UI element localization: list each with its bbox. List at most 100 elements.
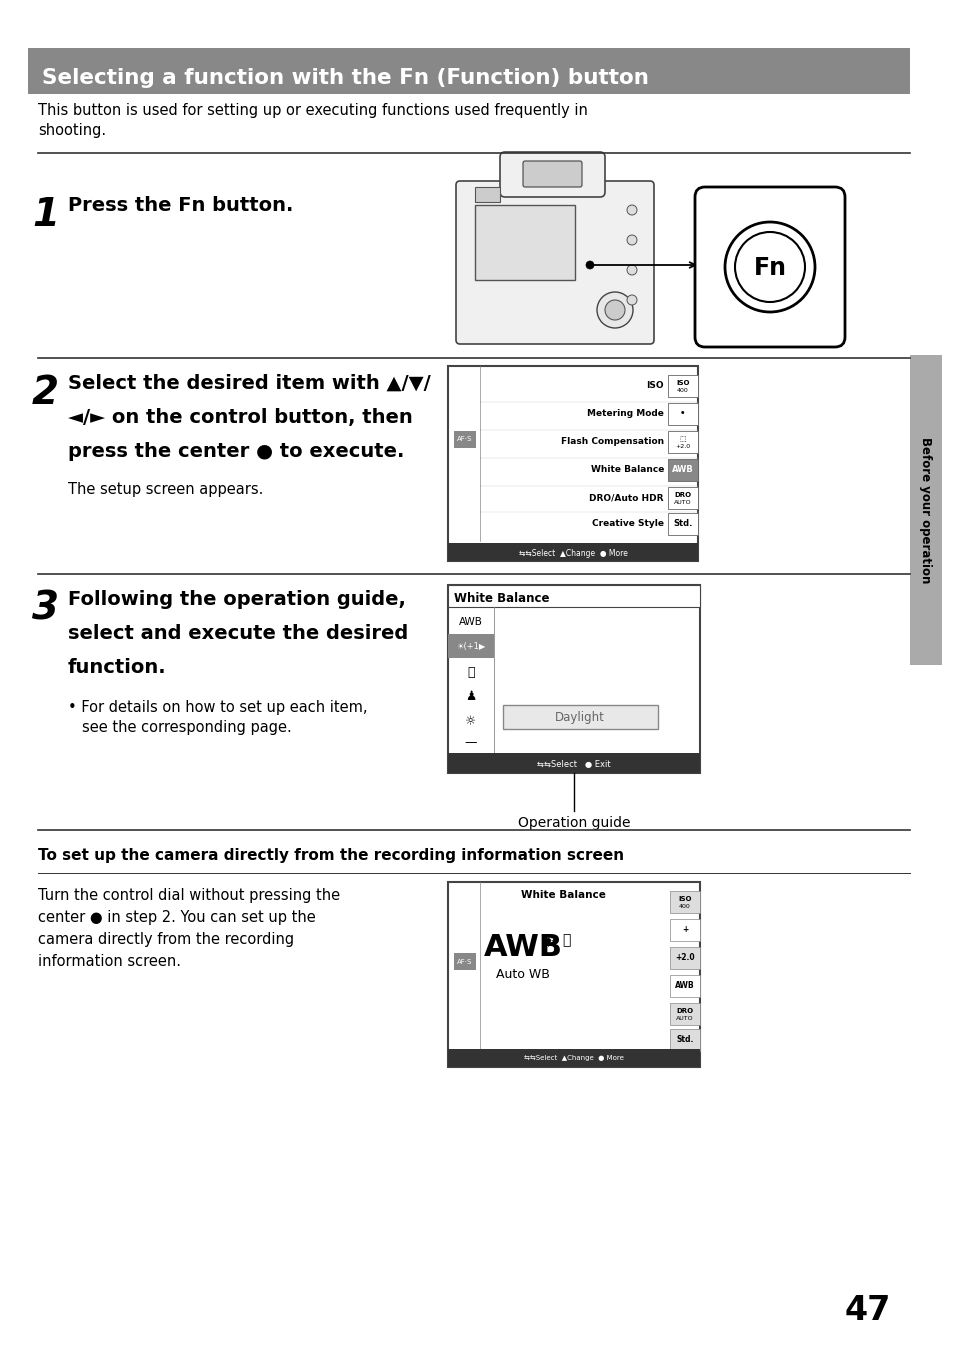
Bar — [669, 947, 700, 968]
Text: White Balance: White Balance — [454, 592, 549, 604]
Text: This button is used for setting up or executing functions used frequently in: This button is used for setting up or ex… — [38, 104, 587, 118]
Text: AWB: AWB — [675, 982, 694, 990]
Text: ⌐  ¬: ⌐ ¬ — [453, 461, 475, 471]
Text: To set up the camera directly from the recording information screen: To set up the camera directly from the r… — [38, 847, 623, 863]
Text: 2: 2 — [32, 374, 59, 412]
Circle shape — [626, 204, 637, 215]
Text: ⛺: ⛺ — [561, 933, 570, 947]
Text: +2.0: +2.0 — [675, 444, 690, 449]
Text: ON: ON — [456, 1020, 466, 1025]
Text: • For details on how to set up each item,: • For details on how to set up each item… — [68, 699, 367, 716]
Circle shape — [734, 231, 804, 303]
Circle shape — [724, 222, 814, 312]
Text: ☀(+1▶: ☀(+1▶ — [456, 643, 485, 651]
Bar — [448, 543, 698, 561]
Text: Daylight: Daylight — [555, 710, 604, 724]
Text: center ● in step 2. You can set up the: center ● in step 2. You can set up the — [38, 911, 315, 925]
Text: Select the desired item with ▲/▼/: Select the desired item with ▲/▼/ — [68, 374, 431, 393]
Text: ⬚: ⬚ — [679, 436, 685, 443]
Circle shape — [626, 235, 637, 245]
FancyBboxPatch shape — [522, 161, 581, 187]
Text: OFF: OFF — [458, 530, 469, 535]
Bar — [669, 890, 700, 913]
Text: White Balance: White Balance — [590, 465, 663, 475]
Text: AWB: AWB — [483, 932, 562, 962]
Text: camera directly from the recording: camera directly from the recording — [38, 932, 294, 947]
FancyBboxPatch shape — [502, 705, 658, 729]
Text: see the corresponding page.: see the corresponding page. — [82, 720, 292, 734]
Text: +2.0: +2.0 — [675, 954, 694, 963]
Bar — [669, 1003, 700, 1025]
Text: [●]: [●] — [456, 490, 468, 499]
Text: ◄/► on the control button, then: ◄/► on the control button, then — [68, 408, 413, 426]
Text: 1: 1 — [32, 196, 59, 234]
Text: AWB: AWB — [672, 465, 693, 475]
Bar — [667, 430, 698, 453]
Text: Before your operation: Before your operation — [919, 437, 931, 584]
Text: Flash Compensation: Flash Compensation — [560, 437, 663, 447]
Text: [●]: [●] — [456, 1007, 468, 1017]
Text: Metering Mode: Metering Mode — [586, 409, 663, 418]
Text: ↯: ↯ — [457, 927, 470, 941]
Text: ♟: ♟ — [465, 690, 476, 703]
Text: AF·S: AF·S — [456, 436, 472, 443]
Text: DRO: DRO — [676, 1007, 693, 1014]
Text: press the center ● to execute.: press the center ● to execute. — [68, 443, 404, 461]
Bar — [448, 882, 700, 1067]
Bar — [454, 430, 476, 448]
Text: shooting.: shooting. — [38, 122, 106, 139]
Text: ⇆⇆Select  ▲Change  ● More: ⇆⇆Select ▲Change ● More — [523, 1054, 623, 1061]
Bar — [667, 512, 698, 535]
Text: ISO: ISO — [676, 381, 689, 386]
Bar — [448, 585, 700, 607]
Bar — [669, 919, 700, 942]
Text: Selecting a function with the Fn (Function) button: Selecting a function with the Fn (Functi… — [42, 69, 648, 87]
Bar — [667, 375, 698, 397]
Text: AF·S: AF·S — [456, 959, 472, 964]
Text: White Balance: White Balance — [520, 890, 605, 900]
Text: ☀: ☀ — [540, 933, 555, 951]
Text: +: + — [681, 925, 687, 935]
Text: AUTO: AUTO — [676, 1017, 693, 1021]
Circle shape — [626, 265, 637, 274]
Text: 47: 47 — [844, 1294, 890, 1326]
Text: Creative Style: Creative Style — [592, 519, 663, 529]
Text: •: • — [679, 409, 685, 418]
Circle shape — [585, 261, 594, 269]
Text: —: — — [464, 737, 476, 749]
Circle shape — [626, 295, 637, 305]
Text: Auto WB: Auto WB — [496, 968, 549, 982]
FancyBboxPatch shape — [499, 152, 604, 196]
Text: Std.: Std. — [673, 519, 692, 529]
Bar — [667, 404, 698, 425]
FancyBboxPatch shape — [695, 187, 844, 347]
Text: AWB: AWB — [458, 617, 482, 627]
Text: DRO/Auto HDR: DRO/Auto HDR — [589, 494, 663, 503]
Text: Turn the control dial without pressing the: Turn the control dial without pressing t… — [38, 888, 340, 902]
Text: □: □ — [457, 379, 470, 393]
Bar — [448, 585, 700, 773]
Bar — [448, 1049, 700, 1067]
Text: ⇆⇆Select  ▲Change  ● More: ⇆⇆Select ▲Change ● More — [518, 549, 627, 557]
Bar — [669, 1029, 700, 1050]
Bar — [448, 633, 494, 658]
Text: ⇆⇆Select   ● Exit: ⇆⇆Select ● Exit — [537, 760, 610, 768]
Text: Operation guide: Operation guide — [517, 816, 630, 830]
Text: 3: 3 — [32, 590, 59, 628]
Text: The setup screen appears.: The setup screen appears. — [68, 482, 263, 498]
Text: select and execute the desired: select and execute the desired — [68, 624, 408, 643]
Bar — [669, 975, 700, 997]
Bar — [475, 187, 499, 202]
Text: ☼: ☼ — [465, 716, 476, 729]
Bar — [454, 954, 476, 970]
Text: ⌐  ¬: ⌐ ¬ — [453, 985, 475, 995]
FancyBboxPatch shape — [456, 182, 654, 344]
Text: ISO: ISO — [646, 382, 663, 390]
Text: ON: ON — [456, 502, 466, 507]
Text: 400: 400 — [677, 389, 688, 394]
Text: information screen.: information screen. — [38, 954, 181, 968]
Text: function.: function. — [68, 658, 167, 677]
Bar — [28, 48, 909, 94]
Text: ☺: ☺ — [457, 1032, 469, 1041]
Text: ⛺: ⛺ — [467, 666, 475, 678]
